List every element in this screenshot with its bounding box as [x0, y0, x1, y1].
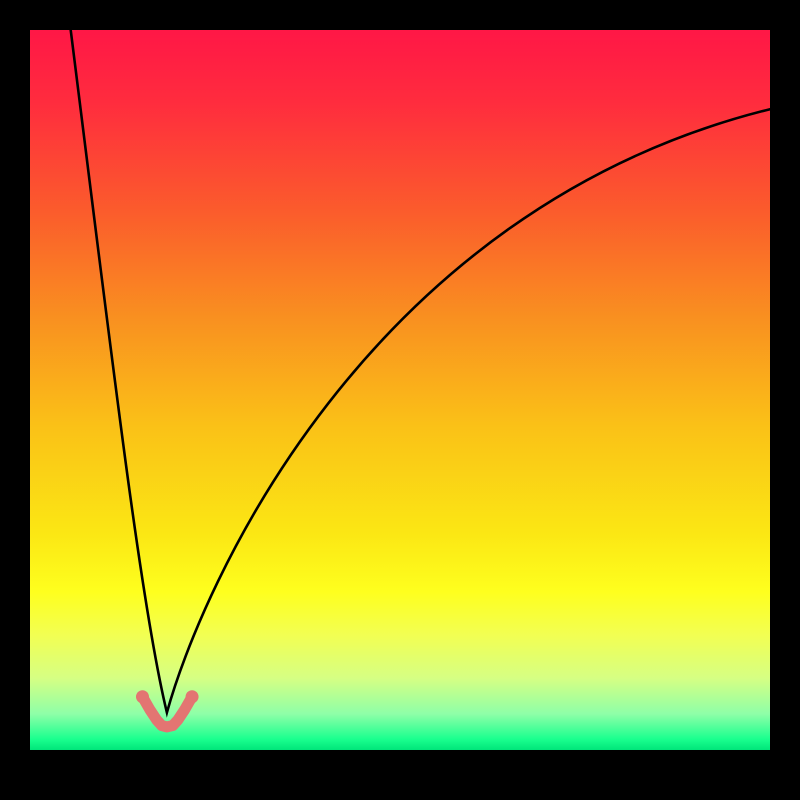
chart-stage: TheBottleneck.com: [0, 0, 800, 800]
highlight-dot: [136, 690, 149, 703]
gradient-panel: [30, 30, 770, 750]
highlight-dot: [186, 690, 199, 703]
chart-svg: [0, 0, 800, 800]
